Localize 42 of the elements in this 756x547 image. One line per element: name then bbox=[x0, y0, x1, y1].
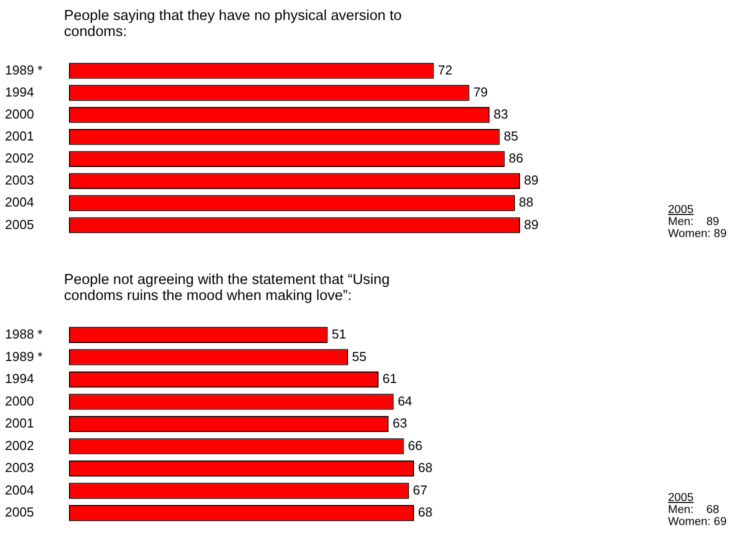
data-label: 61 bbox=[382, 371, 397, 386]
data-label: 88 bbox=[518, 194, 534, 210]
y-tick-label: 2004 bbox=[5, 194, 34, 210]
y-tick-label: 1989 * bbox=[5, 348, 43, 364]
text: 2005 bbox=[668, 492, 695, 504]
y-tick-label: 1988 * bbox=[5, 326, 43, 342]
y-tick-label: 2002 bbox=[5, 438, 34, 453]
chart-title: People saying that they have no physical aversion to condoms: bbox=[64, 8, 403, 40]
data-label: 63 bbox=[392, 416, 408, 431]
y-tick-label: 2003 bbox=[5, 460, 34, 476]
data-label: 55 bbox=[352, 348, 367, 364]
data-label: 68 bbox=[418, 460, 432, 476]
data-label: 67 bbox=[412, 482, 428, 498]
text: Men: 89 bbox=[668, 216, 720, 228]
y-tick-label: 2003 bbox=[5, 172, 34, 188]
data-label: 85 bbox=[504, 128, 518, 144]
y-tick-label: 1994 bbox=[5, 371, 34, 386]
y-tick-label: 2001 bbox=[5, 416, 34, 431]
data-label: 66 bbox=[408, 438, 422, 453]
data-label: 51 bbox=[332, 326, 346, 342]
y-tick-label: 1994 bbox=[5, 84, 34, 100]
data-label: 64 bbox=[398, 393, 412, 408]
text: Women: 89 bbox=[668, 228, 727, 240]
y-tick-label: 2004 bbox=[5, 482, 34, 498]
y-tick-label: 2001 bbox=[5, 128, 34, 144]
data-label: 72 bbox=[438, 62, 452, 78]
text: Men: 68 bbox=[668, 504, 720, 516]
y-tick-label: 2000 bbox=[5, 106, 34, 122]
y-tick-label: 1989 * bbox=[5, 62, 43, 78]
data-label: 83 bbox=[494, 106, 508, 122]
y-tick-label: 2005 bbox=[5, 504, 34, 520]
data-label: 89 bbox=[524, 172, 538, 188]
text: Women: 69 bbox=[668, 516, 727, 528]
y-tick-label: 2005 bbox=[5, 216, 34, 232]
chart-title: People not agreeing with the statement that “Using condoms ruins the mood when making love”: bbox=[64, 272, 391, 304]
y-tick-label: 2000 bbox=[5, 393, 34, 408]
data-label: 68 bbox=[418, 504, 432, 520]
data-label: 89 bbox=[524, 216, 538, 232]
data-label: 86 bbox=[508, 150, 524, 166]
y-tick-label: 2002 bbox=[5, 150, 34, 166]
data-label: 79 bbox=[473, 84, 488, 100]
text: 2005 bbox=[668, 204, 695, 216]
